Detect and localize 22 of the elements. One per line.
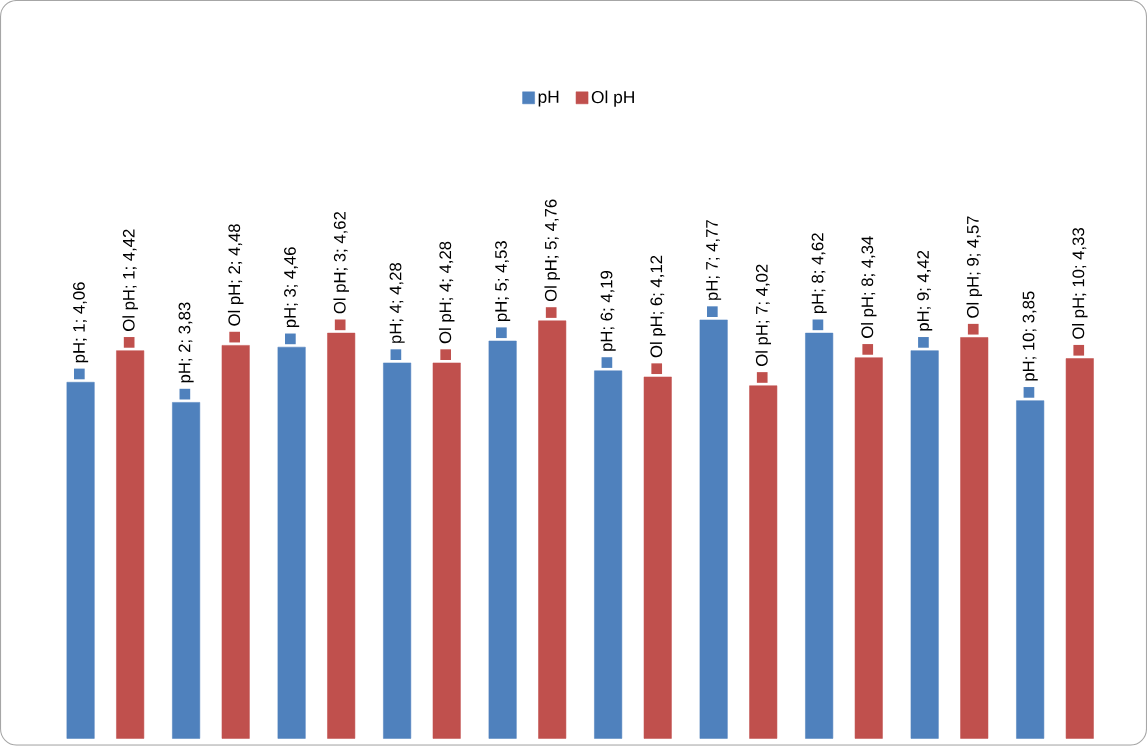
legend-label: Ol pH — [591, 90, 634, 107]
data-label: pH; 7; 4,77 — [706, 220, 722, 301]
data-label: pH; 8; 4,62 — [811, 233, 827, 314]
data-label: pH; 1; 4,06 — [73, 282, 89, 363]
data-label: Ol pH; 3; 4,62 — [333, 212, 349, 314]
data-label: pH; 6; 4,19 — [600, 271, 616, 351]
data-label: pH; 10; 3,85 — [1022, 291, 1038, 381]
data-label: Ol pH; 7; 4,02 — [755, 264, 772, 367]
data-label: Ol pH; 4; 4,28 — [438, 241, 455, 344]
data-label: pH; 2; 3,83 — [178, 302, 194, 383]
data-label: Ol pH; 8; 4,34 — [860, 236, 877, 339]
data-label: Ol pH; 6; 4,12 — [649, 256, 666, 358]
data-label: Ol pH; 10; 4,33 — [1071, 228, 1088, 339]
data-label: pH; 5; 4,53 — [495, 241, 511, 322]
data-label: pH; 9; 4,42 — [917, 251, 933, 331]
data-label: pH; 3; 4,46 — [284, 247, 300, 328]
data-label: Ol pH; 2; 4,48 — [227, 224, 244, 326]
data-label: Ol pH; 5; 4,76 — [544, 199, 560, 302]
legend-label: pH — [538, 91, 559, 107]
data-label: Ol pH; 1; 4,42 — [122, 229, 138, 332]
data-label: Ol pH; 9; 4,57 — [966, 216, 983, 318]
data-label: pH; 4; 4,28 — [389, 263, 405, 344]
